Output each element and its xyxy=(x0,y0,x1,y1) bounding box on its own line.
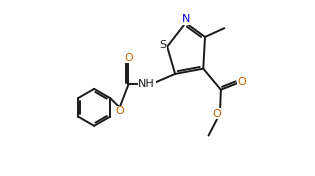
Text: O: O xyxy=(115,106,124,116)
Text: O: O xyxy=(237,77,246,87)
Text: N: N xyxy=(182,14,191,24)
Text: O: O xyxy=(124,53,133,63)
Text: S: S xyxy=(160,40,167,50)
Text: NH: NH xyxy=(138,80,155,89)
Text: O: O xyxy=(212,109,221,118)
